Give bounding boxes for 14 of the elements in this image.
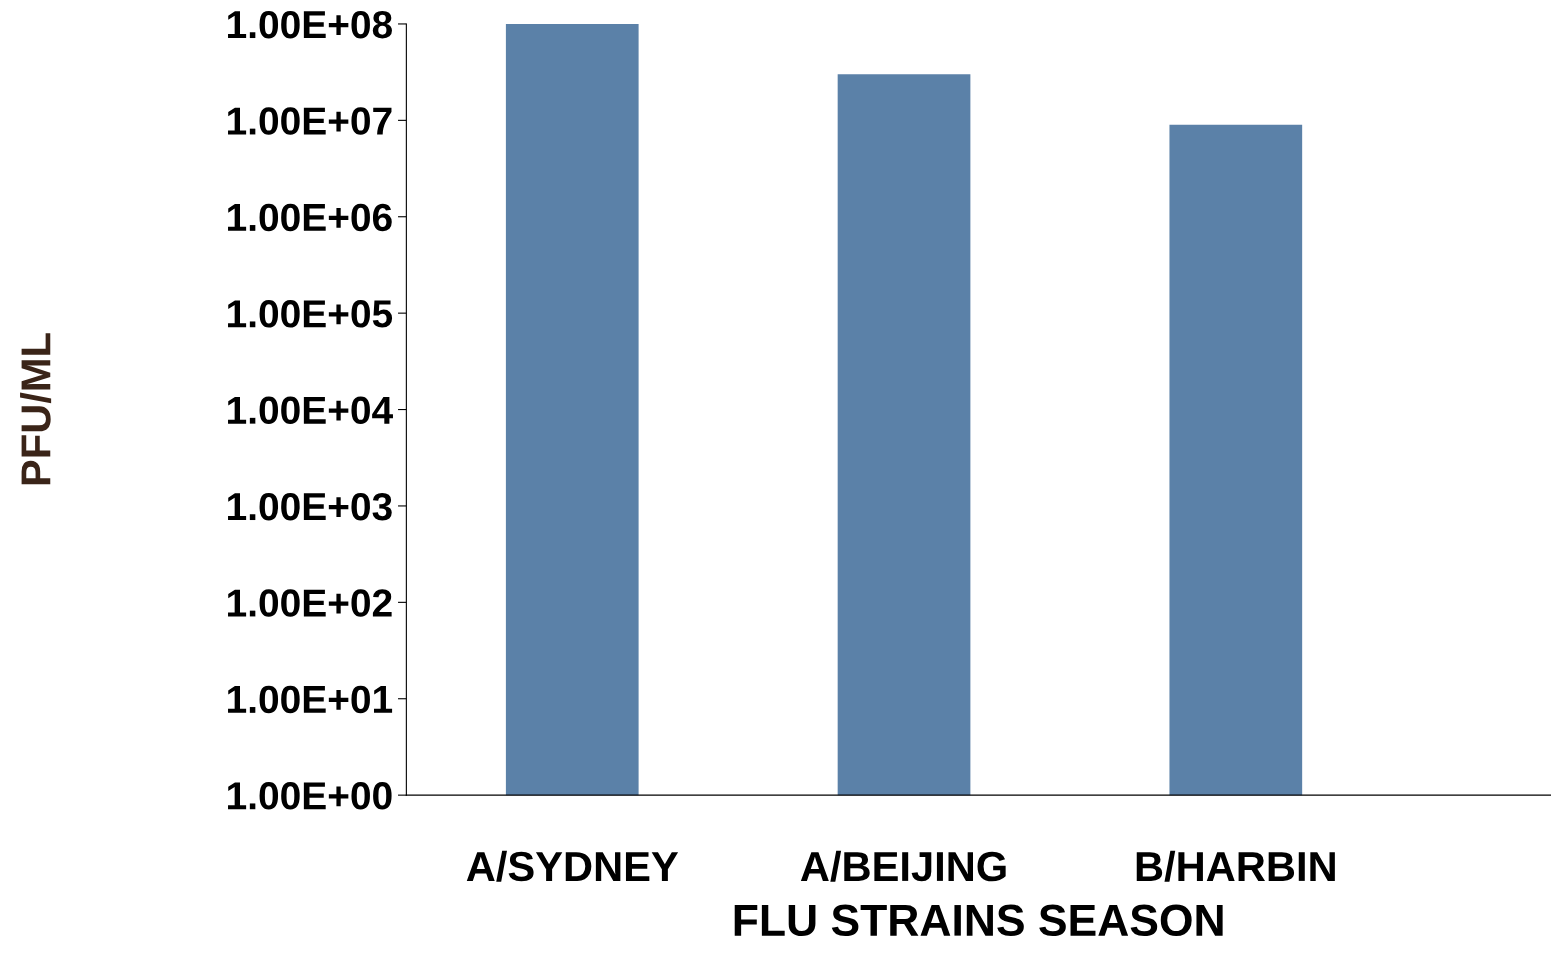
y-tick-label: 1.00E+03 xyxy=(228,492,392,521)
y-tick-label: 1.00E+07 xyxy=(228,107,392,135)
y-axis-title: PFU/ML xyxy=(20,333,52,485)
y-tick-label: 1.00E+08 xyxy=(228,10,392,39)
y-tick-label: 1.00E+00 xyxy=(228,782,392,810)
y-tick-label: 1.00E+05 xyxy=(228,300,393,328)
x-tick-label: A/SYDNEY xyxy=(466,850,679,882)
y-tick-label: 1.00E+04 xyxy=(228,396,393,425)
y-tick-label: 1.00E+02 xyxy=(228,589,392,617)
x-axis-title: FLU STRAINS SEASON xyxy=(734,904,1223,937)
x-tick-label: B/HARBIN xyxy=(1136,850,1335,882)
x-tick-label: A/BEIJING xyxy=(800,850,1006,882)
y-tick-label: 1.00E+01 xyxy=(228,685,393,714)
y-tick-label: 1.00E+06 xyxy=(228,203,392,232)
